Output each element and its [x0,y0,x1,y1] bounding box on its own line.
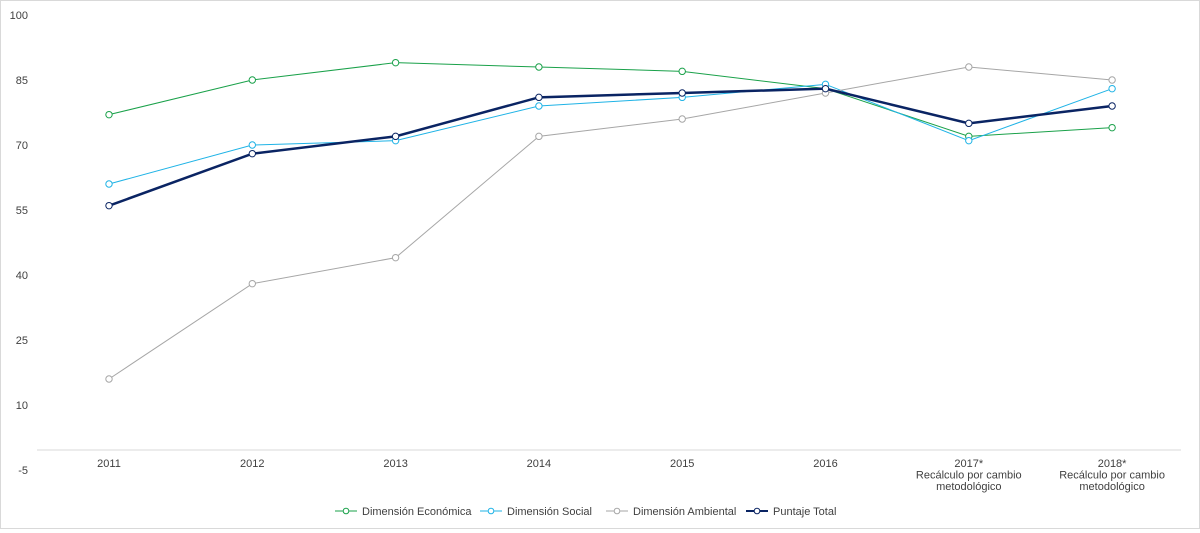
data-point [535,102,543,110]
x-axis-ticks: 2011 2012 2013 2014 2015 2016 2017*Recálculo p… [97,458,1165,493]
data-point [391,58,400,67]
data-point [821,84,830,93]
data-point [965,63,973,71]
x-tick-label: metodológico [1079,481,1144,493]
data-point [1108,102,1116,110]
legend-label: Dimensión Social [507,506,592,518]
data-point [1108,76,1116,84]
x-tick-label: 2016 [813,458,837,470]
data-point [248,76,257,84]
data-point [965,136,973,145]
data-point [391,132,400,141]
data-point [535,93,543,102]
data-point [248,149,257,158]
data-point [678,115,686,123]
x-tick-label: Recálculo por cambio [916,470,1022,482]
data-point [535,132,543,141]
legend-label: Puntaje Total [773,506,836,518]
legend-label: Dimensión Económica [362,506,472,518]
y-tick-label: 100 [10,10,28,22]
data-point [678,89,686,97]
series-line [108,87,1113,207]
y-tick-label: 55 [16,205,28,217]
legend-marker [613,507,621,515]
data-point [248,141,257,149]
y-tick-label: 85 [16,75,28,87]
x-tick-label: Recálculo por cambio [1059,470,1165,482]
y-tick-label: 10 [16,400,28,412]
x-tick-label: 2015 [670,458,694,470]
data-point [105,201,113,210]
series-line [108,83,1113,185]
legend-label: Dimensión Ambiental [633,506,736,518]
data-point [105,110,113,119]
legend-marker [342,507,350,515]
y-tick-label: -5 [18,465,28,477]
data-point [105,375,113,383]
series-line [108,66,1113,380]
y-tick-label: 70 [16,140,28,152]
data-point [678,67,686,76]
x-tick-label: metodológico [936,481,1001,493]
x-tick-label: 2018* [1098,458,1127,470]
x-tick-label: 2017* [954,458,983,470]
series-line [108,62,1113,137]
data-point [105,180,113,188]
data-point [535,63,543,71]
x-tick-label: 2012 [240,458,264,470]
legend-marker [753,507,761,515]
y-tick-label: 40 [16,270,28,282]
data-point [965,119,973,128]
series-group [105,58,1116,383]
x-tick-label: 2011 [97,458,121,470]
data-point [1108,84,1116,93]
legend: Dimensión Económica Dimensión Social Dimen… [335,506,836,518]
data-point [248,279,257,288]
y-tick-label: 25 [16,335,28,347]
y-axis-ticks: -5 10 25 40 55 70 85 100 [10,10,28,477]
data-point [391,253,400,262]
data-point [1108,123,1116,132]
x-tick-label: 2013 [383,458,407,470]
legend-marker [487,507,495,515]
x-tick-label: 2014 [527,458,551,470]
